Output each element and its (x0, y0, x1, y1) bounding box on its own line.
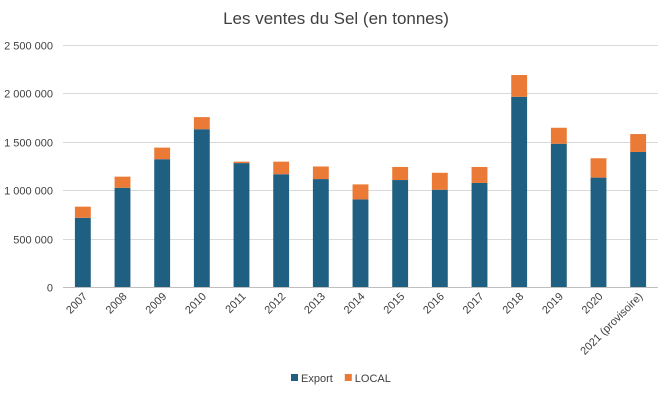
legend: Export LOCAL (291, 373, 391, 385)
y-tick-label: 500 000 (13, 235, 53, 247)
y-tick-label: 1 500 000 (4, 138, 53, 150)
bar-export-5 (273, 174, 290, 287)
x-tick-label: 2016 (421, 291, 447, 317)
x-tick-label: 2012 (262, 291, 288, 317)
bar-local-1 (114, 176, 131, 188)
bar-local-6 (312, 166, 329, 180)
x-tick-label: 2014 (342, 291, 368, 317)
bar-export-7 (352, 199, 369, 287)
x-tick-label: 2020 (580, 291, 606, 317)
x-tick-label: 2010 (183, 291, 209, 317)
bar-export-0 (74, 217, 91, 287)
bar-local-2 (154, 147, 171, 160)
bar-local-5 (273, 161, 290, 175)
bar-export-4 (233, 163, 250, 287)
y-tick-label: 2 000 000 (4, 89, 53, 101)
bar-local-7 (352, 184, 369, 200)
bar-export-9 (431, 189, 448, 287)
x-axis-tick-labels: 2007 2008 2009 2010 2011 2012 2013 2014 2015 2016… (64, 291, 645, 358)
y-tick-label: 1 000 000 (4, 186, 53, 198)
bar-local-11 (511, 75, 528, 97)
y-axis-tick-labels: 0 500 000 1 000 000 1 500 000 2 000 000 2 500… (4, 41, 53, 295)
y-tick-label: 0 (47, 283, 53, 295)
x-tick-label: 2018 (500, 291, 526, 317)
bar-export-2 (154, 159, 171, 287)
x-tick-label: 2017 (461, 291, 487, 317)
bar-export-10 (471, 182, 488, 287)
bar-local-9 (431, 172, 448, 190)
chart-title: Les ventes du Sel (en tonnes) (223, 9, 449, 28)
x-tick-label: 2013 (302, 291, 328, 317)
bars (74, 75, 647, 288)
bar-export-6 (312, 179, 329, 287)
bar-local-13 (590, 158, 607, 178)
bar-export-8 (392, 180, 409, 287)
x-tick-label: 2011 (223, 291, 248, 316)
bar-export-3 (193, 129, 210, 287)
bar-local-8 (392, 166, 409, 181)
bar-local-12 (550, 127, 567, 144)
legend-label-local: LOCAL (355, 373, 391, 385)
bar-local-14 (630, 134, 647, 152)
x-tick-label: 2015 (381, 291, 407, 317)
y-tick-label: 2 500 000 (4, 41, 53, 53)
legend-label-export: Export (301, 373, 333, 385)
bar-export-11 (511, 96, 528, 288)
x-tick-label: 2008 (104, 291, 130, 317)
bar-local-4 (233, 161, 250, 164)
bar-local-10 (471, 166, 488, 183)
x-tick-label: 2009 (143, 291, 169, 317)
x-tick-label: 2019 (540, 291, 566, 317)
x-tick-label: 2007 (64, 291, 90, 317)
legend-swatch-local (344, 374, 352, 381)
bar-local-3 (193, 117, 210, 130)
bar-export-14 (630, 151, 647, 287)
bar-export-13 (590, 177, 607, 287)
bar-export-1 (114, 187, 131, 287)
legend-swatch-export (291, 374, 298, 381)
bar-export-12 (550, 143, 567, 287)
bar-local-0 (74, 206, 91, 218)
